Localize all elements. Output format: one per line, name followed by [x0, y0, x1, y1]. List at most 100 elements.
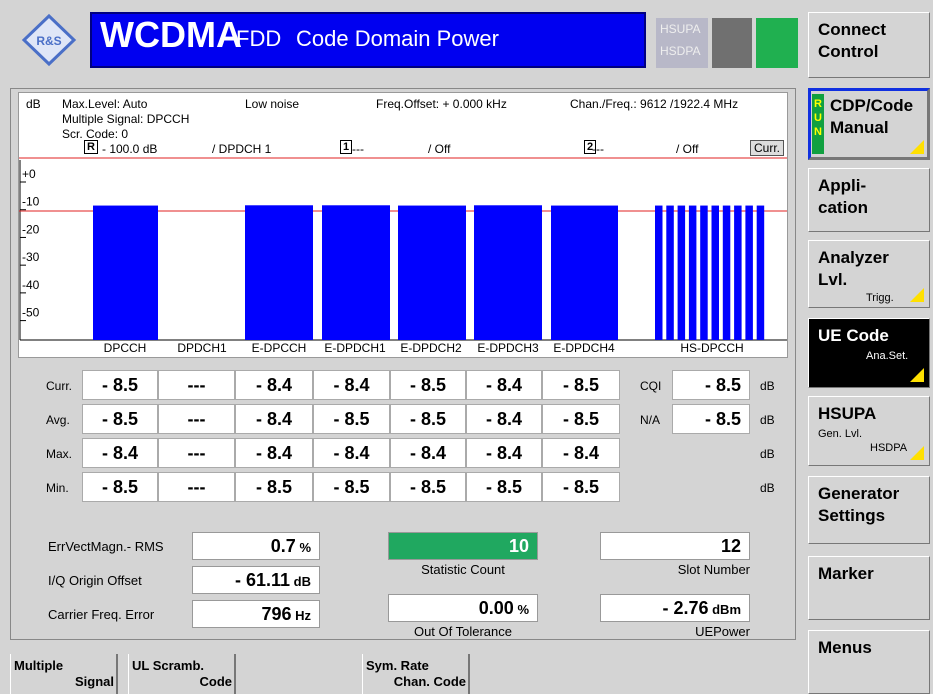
- title: WCDMA: [100, 14, 242, 55]
- softkey-label: Connect: [818, 20, 886, 39]
- logo: R&S: [10, 12, 88, 68]
- softkey-sub: Ana.Set.: [866, 350, 909, 362]
- header-bar: [90, 12, 646, 68]
- corner: [910, 446, 924, 460]
- subtitle: FDD: [236, 26, 282, 51]
- run-letter: R: [814, 98, 822, 110]
- softkey-label: Generator: [818, 484, 900, 503]
- softkey-label: Marker: [818, 564, 874, 583]
- cell: - 8.5: [466, 472, 542, 502]
- row-label: Avg.: [46, 413, 70, 427]
- curr-label: Curr.: [750, 140, 785, 156]
- cell: - 8.4: [82, 438, 158, 468]
- softkey[interactable]: [808, 88, 930, 160]
- y-tick-label: -30: [22, 250, 40, 264]
- bar: [666, 205, 674, 340]
- bar: [688, 205, 697, 340]
- softkey[interactable]: [808, 12, 930, 78]
- result-value: 0.00: [478, 598, 514, 618]
- bottom-softkey-label: Sym. Rate: [366, 658, 429, 673]
- bottom-softkey-label: Code: [199, 674, 233, 689]
- softkey-label: Manual: [830, 118, 889, 137]
- logo-icon: R&S: [21, 13, 77, 67]
- bottom-softkey[interactable]: [362, 654, 470, 694]
- softkey-label: Menus: [818, 638, 872, 657]
- bottom-softkey-label: Multiple: [14, 658, 64, 673]
- cell: - 8.5: [542, 370, 620, 400]
- standard: HSDPA: [660, 44, 701, 58]
- marker-value: ---: [592, 142, 604, 156]
- bar: [756, 205, 765, 340]
- bar: [711, 205, 719, 340]
- cell: - 8.5: [542, 404, 620, 434]
- info-text: Freq.Offset: + 0.000 kHz: [376, 97, 507, 111]
- icon: [756, 18, 798, 68]
- result-value: - 2.76: [662, 598, 709, 618]
- softkey[interactable]: [808, 396, 930, 466]
- result-box: - 61.11 dB: [192, 566, 320, 594]
- cell: - 8.5: [82, 472, 158, 502]
- y-tick-label: -10: [22, 195, 40, 209]
- softkey[interactable]: [808, 476, 930, 544]
- marker-symbol: 2: [584, 140, 597, 154]
- corner: [910, 368, 924, 382]
- softkey[interactable]: [808, 318, 930, 388]
- result-unit: %: [295, 540, 311, 555]
- bar: [677, 205, 686, 340]
- marker-symbol: R: [84, 140, 98, 154]
- result-label: Carrier Freq. Error: [48, 607, 155, 622]
- softkey-label: CDP/Code: [830, 96, 914, 115]
- softkey[interactable]: [808, 240, 930, 308]
- x-tick-label: E-DPCCH: [252, 341, 307, 355]
- unit: dB: [760, 481, 775, 495]
- bottom-softkey[interactable]: [128, 654, 236, 694]
- softkey-label: cation: [818, 198, 869, 217]
- result-value: 796: [261, 604, 292, 624]
- row-label: Curr.: [46, 379, 73, 393]
- softkey-label: Settings: [818, 506, 886, 525]
- statistic-box: 10: [388, 532, 538, 560]
- info-text: Chan./Freq.: 9612 /1922.4 MHz: [570, 97, 739, 111]
- softkey-label: Control: [818, 42, 879, 61]
- main-panel: [10, 88, 796, 640]
- marker-value: - 100.0 dB: [102, 142, 158, 156]
- unit: dB: [760, 379, 775, 393]
- bar: [398, 205, 466, 340]
- result-unit: %: [513, 602, 529, 617]
- info-text: dB: [26, 97, 41, 111]
- softkey-sub: HSDPA: [870, 442, 908, 454]
- marker-value: ---: [352, 142, 364, 156]
- x-tick-label: E-DPDCH4: [553, 341, 615, 355]
- cell: - 8.5: [542, 472, 620, 502]
- cell: - 8.4: [466, 438, 542, 468]
- result-label: ErrVectMagn.- RMS: [48, 539, 164, 554]
- softkey-label: Analyzer: [818, 248, 889, 267]
- row-label: Min.: [46, 481, 69, 495]
- result-caption: Slot Number: [677, 562, 750, 577]
- run-letter: U: [814, 112, 822, 124]
- cell: ---: [158, 404, 235, 434]
- softkey[interactable]: [808, 168, 930, 232]
- result-caption: UEPower: [695, 624, 750, 639]
- svg-text:R&S: R&S: [36, 34, 61, 48]
- softkey-sub: Trigg.: [866, 292, 894, 304]
- marker-channel: / Off: [676, 142, 699, 156]
- bottom-softkey[interactable]: [10, 654, 118, 694]
- extra-cell: - 8.5: [672, 370, 750, 400]
- info-text: Scr. Code: 0: [62, 127, 129, 141]
- mode: Code Domain Power: [296, 26, 499, 51]
- marker-channel: / Off: [428, 142, 451, 156]
- softkey-label: Lvl.: [818, 270, 848, 289]
- bottom-softkey-label: Chan. Code: [393, 674, 466, 689]
- cell: - 8.5: [82, 404, 158, 434]
- corner: [910, 140, 924, 154]
- bottom-softkey-label: Signal: [74, 674, 114, 689]
- cell: - 8.5: [390, 472, 466, 502]
- result-unit: Hz: [291, 608, 311, 623]
- softkey[interactable]: [808, 556, 930, 620]
- cell: - 8.4: [235, 370, 313, 400]
- y-tick-label: -20: [22, 222, 40, 236]
- result-label: I/Q Origin Offset: [48, 573, 142, 588]
- standard: HSUPA: [660, 22, 701, 36]
